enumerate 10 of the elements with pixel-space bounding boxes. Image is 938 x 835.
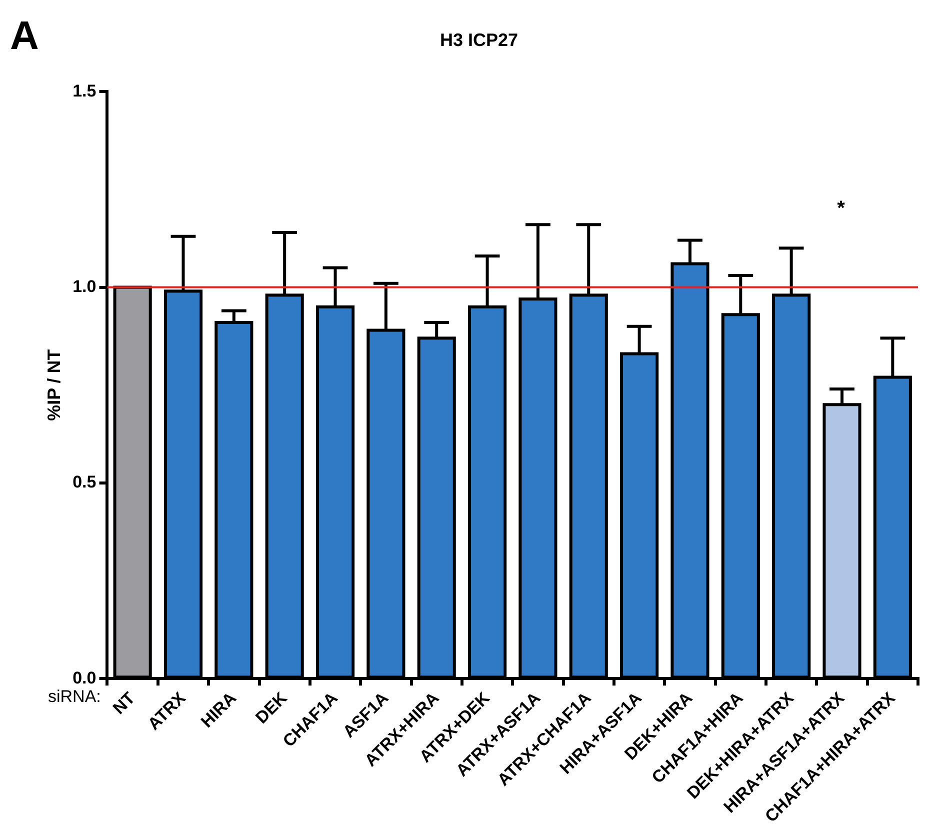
annotation: *: [837, 198, 846, 220]
y-tick-label: 0.0: [72, 668, 96, 688]
text: siRNA:: [48, 686, 101, 706]
text: A: [10, 14, 39, 58]
y-tick-label: 1.0: [72, 276, 96, 296]
x-tick-label: NT: [109, 688, 140, 718]
y-tick-label: 1.5: [72, 81, 96, 100]
chart-title: H3 ICP27: [440, 30, 518, 50]
y-axis-title: %IP / NT: [44, 349, 64, 421]
y-tick-label: 0.5: [72, 472, 96, 492]
